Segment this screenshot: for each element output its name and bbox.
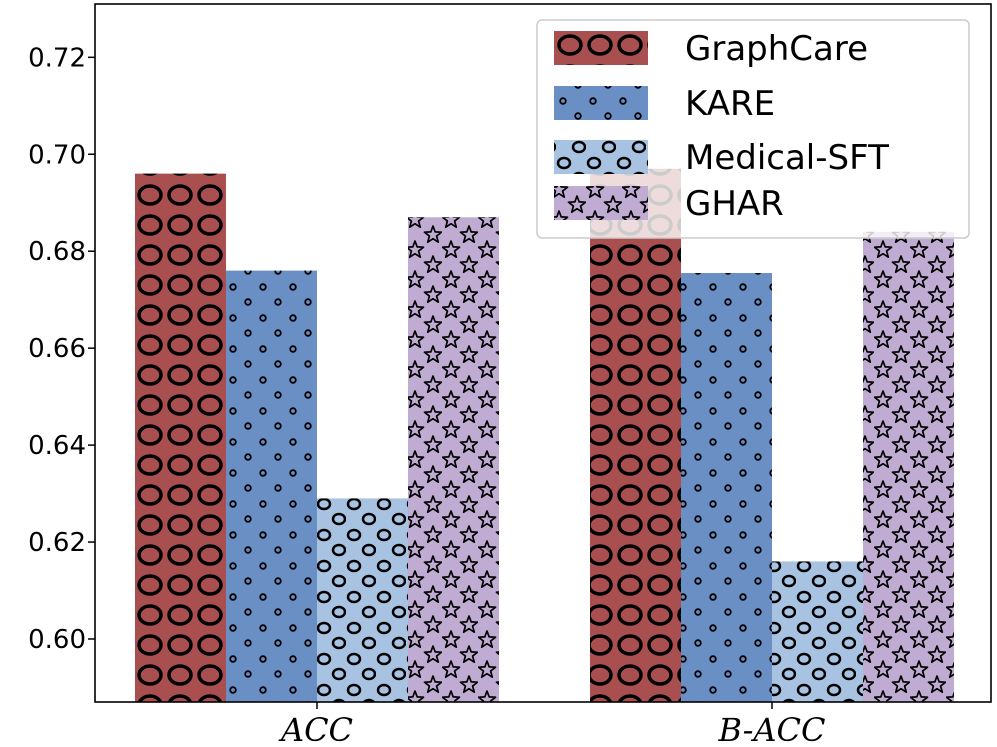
y-tick-label: 0.60 <box>28 625 86 655</box>
plot-frame <box>94 3 992 703</box>
bar-hatch <box>408 217 499 702</box>
y-tick-label: 0.72 <box>28 43 86 73</box>
x-axis: ACC B-ACC <box>278 702 826 747</box>
legend-label: GHAR <box>685 184 784 224</box>
legend-box <box>536 19 970 239</box>
bars-group <box>135 168 954 703</box>
y-tick-label: 0.62 <box>28 528 86 558</box>
legend-swatch-hatch <box>554 140 648 174</box>
bar-hatch <box>863 231 954 702</box>
bar-hatch <box>226 270 317 702</box>
bar-hatch <box>772 561 863 702</box>
y-tick-label: 0.68 <box>28 237 86 267</box>
legend-swatch-hatch <box>554 86 648 120</box>
y-tick-label: 0.66 <box>28 334 86 364</box>
legend-label: Medical-SFT <box>685 138 889 178</box>
legend-label: GraphCare <box>685 29 868 69</box>
legend-swatch-hatch <box>554 31 648 65</box>
y-tick-label: 0.64 <box>28 431 86 461</box>
legend-label: KARE <box>685 84 775 124</box>
legend: GraphCare KARE Medical-SFT GHAR <box>536 19 970 239</box>
x-category-label: B-ACC <box>718 711 826 747</box>
legend-swatch-hatch <box>554 186 648 220</box>
bar-hatch <box>590 168 681 703</box>
bar-hatch <box>135 173 226 702</box>
x-category-label: ACC <box>278 711 353 747</box>
y-tick-label: 0.70 <box>28 140 86 170</box>
bar-hatch <box>317 498 408 702</box>
y-axis: 0.60 0.62 0.64 0.66 0.68 0.70 0.72 <box>28 43 95 655</box>
bar-hatch <box>681 273 772 702</box>
